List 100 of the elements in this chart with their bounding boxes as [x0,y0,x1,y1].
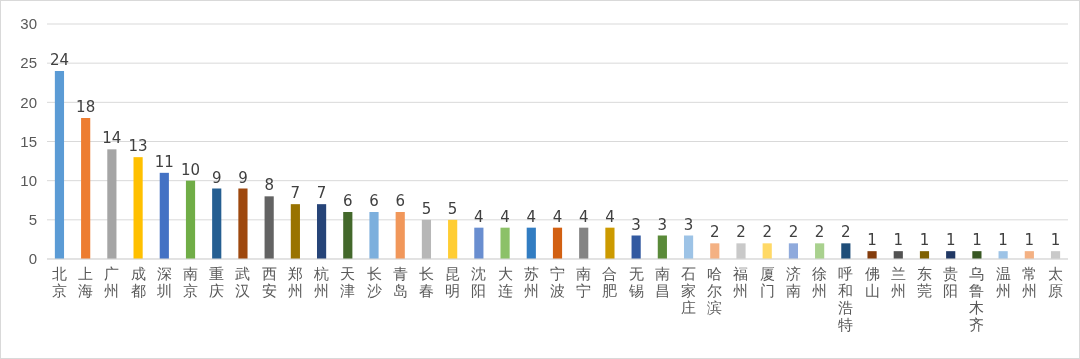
bar [579,227,589,259]
data-label: 11 [154,152,174,171]
bar [238,188,248,259]
data-label: 4 [526,207,537,226]
bar [657,235,667,259]
x-tick-label: 厦门 [759,265,775,300]
data-label: 2 [762,223,772,242]
data-label: 7 [290,184,301,203]
bar [631,235,641,259]
data-label: 9 [211,168,222,187]
bar [264,196,274,259]
x-tick-label: 南京 [183,265,199,300]
x-tick-label: 宁波 [550,265,565,300]
x-tick-label: 兰州 [890,265,906,300]
bar [369,212,379,259]
bar [474,227,484,259]
data-label: 3 [657,215,668,234]
data-label: 3 [631,215,641,234]
data-label: 6 [395,192,405,210]
data-label: 6 [343,192,353,210]
bar [841,243,851,259]
x-tick-label: 广州 [104,265,120,300]
data-label: 4 [578,207,589,226]
x-tick-label: 大连 [497,265,513,300]
bar [762,243,772,259]
x-tick-label: 合肥 [602,265,618,300]
x-tick-label: 石家庄 [681,265,697,317]
y-tick-label: 30 [20,15,37,33]
x-tick-label: 青岛 [392,265,408,300]
x-tick-label: 昆明 [445,265,461,300]
data-label: 1 [998,231,1008,250]
data-label: 14 [102,129,122,148]
y-tick-label: 25 [20,54,37,72]
x-tick-label: 上海 [78,265,94,300]
x-tick-label: 佛山 [864,265,880,300]
data-label: 2 [841,223,851,242]
data-label: 7 [316,184,327,203]
data-label: 1 [945,231,956,250]
data-label: 24 [49,51,69,69]
bar [448,219,458,259]
x-tick-label: 郑州 [287,265,303,300]
data-label: 4 [552,207,563,226]
bar [526,227,536,259]
y-tick-label: 20 [20,93,37,111]
bar [421,219,432,259]
data-label: 1 [867,231,877,250]
y-tick-label: 10 [20,171,37,189]
x-tick-label: 长春 [418,265,434,300]
x-tick-label: 深圳 [155,265,172,300]
bar [605,227,615,259]
data-label: 10 [180,160,201,179]
data-label: 2 [788,223,799,242]
data-label: 2 [814,223,825,242]
x-tick-label: 常州 [1021,265,1037,300]
data-label: 1 [1024,231,1035,250]
y-tick-label: 5 [28,211,37,229]
bar [710,243,720,259]
x-tick-label: 温州 [995,265,1011,300]
x-tick-label: 杭州 [313,265,330,300]
bar [683,235,694,259]
data-label: 2 [736,223,746,242]
data-label: 1 [972,231,982,250]
bar [815,243,825,259]
y-tick-label: 0 [28,250,37,268]
bar [736,243,746,259]
x-tick-label: 贵阳 [943,265,959,300]
x-tick-label: 乌鲁木齐 [969,265,985,334]
data-label: 6 [369,192,379,210]
x-tick-label: 哈尔滨 [707,265,723,317]
x-tick-label: 沈阳 [471,265,487,300]
y-tick-label: 15 [20,132,37,150]
data-label: 4 [474,207,484,226]
data-label: 1 [919,231,930,250]
x-tick-label: 福州 [733,265,749,300]
bar [500,227,510,259]
bar [867,251,877,259]
bar [212,188,222,259]
bar [133,157,143,259]
x-tick-label: 天津 [340,265,356,300]
bar [788,243,799,259]
data-label: 13 [128,137,148,156]
x-tick-label: 济南 [785,265,801,300]
x-tick-label: 呼和浩特 [838,265,854,334]
x-tick-label: 太原 [1048,265,1064,300]
x-tick-label: 长沙 [366,265,382,300]
bar [290,204,300,259]
x-tick-label: 成都 [130,265,146,300]
x-tick-label: 徐州 [812,265,828,300]
data-label: 1 [893,231,904,250]
x-tick-label: 南宁 [576,265,592,300]
x-tick-label: 东莞 [916,265,932,300]
bar [81,118,91,259]
data-label: 9 [238,168,248,187]
x-tick-label: 武汉 [235,265,251,300]
x-tick-label: 西安 [261,265,277,300]
data-label: 4 [500,207,510,226]
bar [54,71,65,259]
data-label: 3 [683,215,694,234]
x-tick-label: 南昌 [654,265,670,300]
bar [185,180,196,259]
